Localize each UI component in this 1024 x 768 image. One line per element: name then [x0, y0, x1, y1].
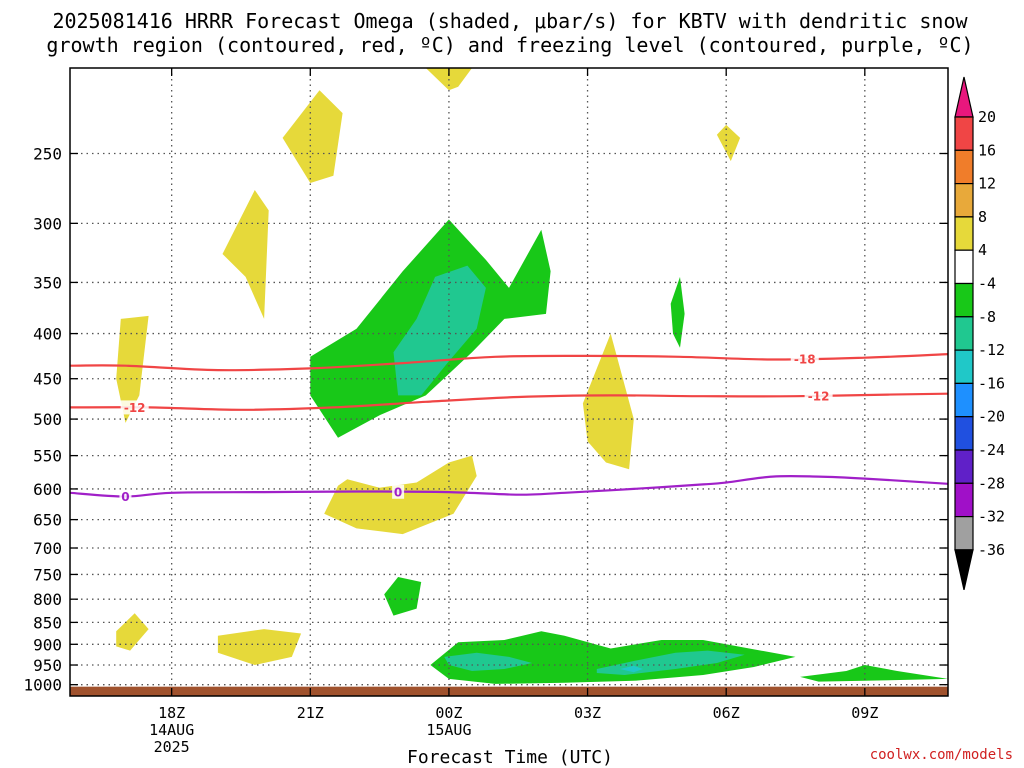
x-tick-label-30-0: 06Z	[713, 704, 740, 722]
colorbar-box-8	[954, 382, 974, 418]
colorbar-tick-label-10: -24	[978, 441, 1005, 459]
title-line-1: 2025081416 HRRR Forecast Omega (shaded, …	[52, 9, 968, 33]
grid-lines	[70, 68, 948, 696]
colorbar-box-7	[954, 349, 974, 385]
colorbar-tick-label-6: -8	[978, 308, 996, 326]
colorbar-tick-label-8: -16	[978, 374, 1005, 392]
contour-label-bg-0-0	[119, 489, 132, 504]
omega-region-7	[116, 613, 149, 651]
y-tick-label-300: 300	[33, 214, 62, 233]
plot-frame	[69, 67, 949, 697]
y-tick-label-350: 350	[33, 273, 62, 292]
contour-label-bg--12-1	[804, 388, 833, 403]
y-tick-label-750: 750	[33, 565, 62, 584]
colorbar-box-5	[954, 282, 974, 318]
colorbar-box-10	[954, 449, 974, 484]
colorbar-box-9	[954, 416, 974, 451]
plot-area: -18 -12 -12 0 0	[70, 68, 948, 696]
colorbar-tick-label-13: -36	[978, 541, 1005, 559]
colorbar-box-4	[954, 249, 974, 285]
contour-label--18-0: -18	[794, 352, 816, 366]
omega-region-10	[670, 276, 685, 348]
contour-label-0-0: 0	[121, 490, 129, 504]
colorbar-tick-label-11: -28	[978, 474, 1005, 492]
contour-label--12-0: -12	[124, 401, 146, 415]
colorbar: 20 16 12 8 4 -4 -8 -12 -16 -20 -24 -28 -32 -36	[954, 76, 1005, 591]
colorbar-bottom-triangle	[954, 549, 974, 591]
colorbar-tick-label-5: -4	[978, 275, 996, 293]
chart-title: 2025081416 HRRR Forecast Omega (shaded, …	[46, 9, 973, 57]
colorbar-tick-label-0: 20	[978, 108, 996, 126]
y-tick-label-550: 550	[33, 447, 62, 466]
contour-label-bg--12-0	[120, 400, 149, 415]
omega-region-8	[217, 629, 302, 665]
y-tick-label-950: 950	[33, 656, 62, 675]
colorbar-box-11	[954, 482, 974, 518]
colorbar-box-3	[954, 216, 974, 251]
y-tick-label-400: 400	[33, 325, 62, 344]
omega-region-17	[619, 665, 643, 673]
x-tick-label-33-0: 09Z	[851, 704, 878, 722]
axes: 250 300 350 400 450 500 550 600 650 700 750 800 850 9…	[23, 67, 949, 756]
plot-content: -18 -12 -12 0 0	[70, 68, 948, 696]
colorbar-box-1	[954, 149, 974, 185]
omega-region-13	[800, 665, 948, 682]
y-tick-label-500: 500	[33, 410, 62, 429]
x-tick-label-18-2: 2025	[154, 738, 190, 756]
omega-region-1	[222, 190, 269, 319]
y-tick-label-700: 700	[33, 539, 62, 558]
omega-region-11	[384, 577, 422, 616]
x-tick-label-24-0: 00Z	[435, 704, 462, 722]
colorbar-box-6	[954, 316, 974, 351]
x-tick-label-18-1: 14AUG	[149, 721, 194, 739]
contour-line-0	[70, 474, 948, 498]
title-line-2: growth region (contoured, red, ºC) and f…	[46, 33, 973, 57]
colorbar-box-12	[954, 515, 974, 551]
colorbar-tick-label-7: -12	[978, 341, 1005, 359]
omega-region-15	[444, 652, 533, 671]
omega-region-5	[582, 333, 634, 470]
y-tick-label-850: 850	[33, 613, 62, 632]
colorbar-tick-label-3: 8	[978, 208, 987, 226]
y-tick-label-450: 450	[33, 370, 62, 389]
colorbar-tick-label-12: -32	[978, 508, 1005, 526]
x-axis-label: Forecast Time (UTC)	[407, 747, 613, 768]
x-tick-label-21-0: 21Z	[297, 704, 324, 722]
omega-region-0	[116, 315, 149, 423]
omega-region-2	[282, 90, 343, 183]
y-tick-label-250: 250	[33, 144, 62, 163]
colorbar-box-0	[954, 116, 974, 151]
contour-label-bg-0-1	[392, 484, 405, 499]
x-tick-label-18-0: 18Z	[158, 704, 185, 722]
colorbar-tick-label-4: 4	[978, 241, 987, 259]
surface-strip	[70, 686, 948, 696]
colorbar-top-triangle	[954, 76, 974, 118]
colorbar-tick-label-9: -20	[978, 408, 1005, 426]
y-tick-label-900: 900	[33, 635, 62, 654]
colorbar-tick-label-1: 16	[978, 141, 996, 159]
contour-label-bg--18-0	[790, 351, 819, 366]
x-tick-label-24-1: 15AUG	[426, 721, 471, 739]
contour-label-0-1: 0	[394, 485, 402, 499]
colorbar-tick-label-2: 12	[978, 175, 996, 193]
y-tick-label-1000: 1000	[23, 676, 62, 695]
omega-region-4	[716, 124, 741, 162]
y-tick-label-800: 800	[33, 590, 62, 609]
y-tick-label-650: 650	[33, 511, 62, 530]
colorbar-box-2	[954, 183, 974, 218]
credit-text[interactable]: coolwx.com/models	[870, 747, 1013, 763]
x-tick-label-27-0: 03Z	[574, 704, 601, 722]
contour-label--12-1: -12	[808, 389, 830, 403]
y-tick-label-600: 600	[33, 480, 62, 499]
